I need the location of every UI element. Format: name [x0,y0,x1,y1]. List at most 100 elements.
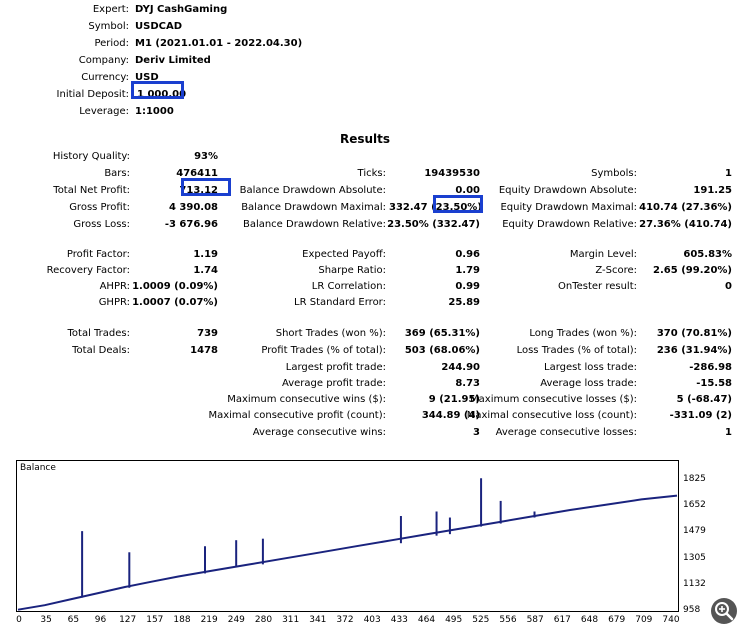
bal-dd-max-label: Balance Drawdown Maximal: [241,202,386,213]
largest-profit-label: Largest profit trade: [285,362,386,373]
exp-payoff-label: Expected Payoff: [302,249,386,260]
ahpr-value: 1.0009 (0.09%) [132,281,218,292]
loss-trades-value: 236 (31.94%) [656,345,732,356]
x-tick-label: 65 [67,615,80,625]
avg-cons-wins-value: 3 [473,427,480,438]
x-tick-label: 157 [146,615,164,625]
profit-factor-label: Profit Factor: [66,249,130,260]
short-trades-label: Short Trades (won %): [275,328,386,339]
gross-loss-value: -3 676.96 [164,219,218,230]
y-tick-label: 1132 [683,578,706,589]
ticks-value: 19439530 [424,168,480,179]
y-tick-label: 1825 [683,474,706,484]
x-tick-label: 127 [119,615,137,625]
symbols-value: 1 [725,168,732,179]
leverage-label: Leverage: [79,106,129,117]
y-tick-label: 958 [683,605,701,615]
total-trades-value: 739 [197,328,218,339]
zoom-in-button[interactable] [711,598,737,624]
symbol-label: Symbol: [88,21,129,32]
lr-corr-label: LR Correlation: [311,281,386,292]
bal-dd-max-amount: 332.47 [389,202,428,213]
eq-dd-max-label: Equity Drawdown Maximal: [500,202,637,213]
total-deals-value: 1478 [190,345,218,356]
max-cons-losses-label: Maximum consecutive losses ($): [470,394,637,405]
total-deals-label: Total Deals: [72,345,130,356]
x-tick-label: 617 [553,615,571,625]
exp-payoff-value: 0.96 [455,249,480,260]
balance-chart-plot [17,478,678,611]
max-cons-profit-label: Maximal consecutive profit (count): [208,410,386,421]
eq-dd-rel-value: 27.36% (410.74) [639,219,732,230]
net-profit-value: 713.12 [179,185,218,196]
margin-level-value: 605.83% [683,249,732,260]
x-tick-label: 403 [363,615,381,625]
company-value: Deriv Limited [135,55,211,66]
max-cons-wins-value: 9 (21.95) [428,394,480,405]
long-trades-label: Long Trades (won %): [529,328,637,339]
eq-dd-max-value: 410.74 (27.36%) [639,202,732,213]
avg-cons-losses-label: Average consecutive losses: [495,427,637,438]
symbols-label: Symbols: [591,168,637,179]
bal-dd-max-highlight-box [433,195,483,213]
largest-profit-value: 244.90 [441,362,480,373]
lr-err-label: LR Standard Error: [294,297,386,308]
deposit-highlight-box [131,81,184,99]
x-tick-label: 587 [526,615,544,625]
x-tick-label: 188 [173,615,191,625]
period-value: M1 (2021.01.01 - 2022.04.30) [135,38,303,49]
eq-dd-rel-label: Equity Drawdown Relative: [502,219,637,230]
bal-dd-abs-label: Balance Drawdown Absolute: [239,185,386,196]
x-tick-label: 35 [40,615,52,625]
eq-dd-abs-label: Equity Drawdown Absolute: [498,185,637,196]
x-tick-label: 464 [417,615,436,625]
x-tick-label: 219 [200,615,218,625]
bal-dd-abs-value: 0.00 [455,185,480,196]
avg-cons-wins-label: Average consecutive wins: [252,427,386,438]
zscore-label: Z-Score: [595,265,637,276]
profit-factor-value: 1.19 [193,249,218,260]
bars-value: 476411 [176,168,218,179]
bal-dd-max-percent: 23.50%) [435,202,482,213]
ghpr-value: 1.0007 (0.07%) [132,297,218,308]
deposit-label: Initial Deposit: [56,89,129,100]
profit-trades-label: Profit Trades (% of total): [261,345,386,356]
avg-profit-label: Average profit trade: [281,378,386,389]
x-tick-label: 372 [336,615,354,625]
total-trades-label: Total Trades: [67,328,131,339]
largest-loss-label: Largest loss trade: [544,362,637,373]
sharpe-label: Sharpe Ratio: [318,265,386,276]
expert-value: DYJ CashGaming [135,4,228,15]
eq-dd-abs-value: 191.25 [693,185,732,196]
x-tick-label: 556 [499,615,517,625]
currency-label: Currency: [81,72,129,83]
leverage-value: 1:1000 [135,106,174,117]
x-tick-label: 495 [445,615,463,625]
x-tick-label: 249 [227,615,245,625]
period-label: Period: [94,38,129,49]
y-tick-label: 1305 [683,552,706,563]
x-tick-label: 96 [94,615,107,625]
largest-loss-value: -286.98 [689,362,732,373]
net-profit-highlight-box [181,178,231,196]
x-tick-label: 709 [635,615,653,625]
bal-dd-rel-label: Balance Drawdown Relative: [242,219,386,230]
profit-trades-value: 503 (68.06%) [404,345,480,356]
zscore-value: 2.65 (99.20%) [653,265,732,276]
x-tick-label: 525 [472,615,490,625]
avg-loss-value: -15.58 [696,378,732,389]
company-label: Company: [78,55,129,66]
gross-loss-label: Gross Loss: [73,219,130,230]
max-cons-wins-label: Maximum consecutive wins ($): [227,394,386,405]
avg-cons-losses-value: 1 [725,427,732,438]
avg-profit-value: 8.73 [455,378,480,389]
loss-trades-label: Loss Trades (% of total): [516,345,637,356]
y-tick-label: 1479 [683,526,706,537]
lr-corr-value: 0.99 [455,281,480,292]
balance-line [17,494,678,611]
max-cons-losses-value: 5 (-68.47) [676,394,732,405]
ontester-value: 0 [725,281,732,292]
deposit-value: 1 000.00 [137,89,187,100]
gross-profit-value: 4 390.08 [168,202,218,213]
max-cons-profit-value: 344.89 (4) [421,410,480,421]
